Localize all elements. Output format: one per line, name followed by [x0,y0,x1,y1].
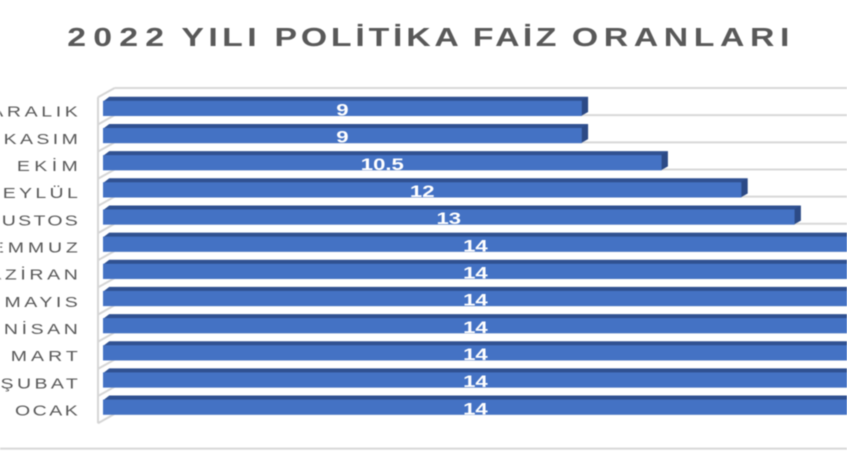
svg-text:14: 14 [463,318,488,337]
svg-text:14: 14 [463,291,488,310]
svg-text:ARALIK: ARALIK [0,103,81,120]
svg-text:14: 14 [463,264,488,283]
svg-text:KASIM: KASIM [4,130,82,147]
svg-text:14: 14 [463,345,488,364]
svg-text:14: 14 [463,237,488,256]
svg-text:ORANLARI: ORANLARI [572,24,795,52]
svg-text:POLİTİKA: POLİTİKA [274,24,462,52]
svg-text:EYLÜL: EYLÜL [3,184,81,201]
svg-text:HAZİRAN: HAZİRAN [0,266,81,283]
svg-text:NİSAN: NİSAN [4,320,81,337]
svg-text:AĞUSTOS: AĞUSTOS [0,212,80,229]
svg-text:EKİM: EKİM [17,157,82,174]
svg-text:9: 9 [336,101,348,120]
svg-text:12: 12 [410,182,435,201]
svg-text:FAİZ: FAİZ [473,24,560,52]
svg-text:MAYIS: MAYIS [4,293,81,310]
svg-text:YILI: YILI [181,24,261,52]
svg-text:OCAK: OCAK [15,402,80,419]
svg-text:13: 13 [437,209,462,228]
svg-text:ŞUBAT: ŞUBAT [1,374,82,391]
svg-text:14: 14 [463,372,488,391]
svg-text:14: 14 [463,400,488,419]
svg-text:9: 9 [336,128,348,147]
svg-text:TEMMUZ: TEMMUZ [0,239,82,256]
svg-text:10.5: 10.5 [361,155,404,174]
svg-text:2022: 2022 [67,24,171,52]
svg-text:MART: MART [11,347,82,364]
